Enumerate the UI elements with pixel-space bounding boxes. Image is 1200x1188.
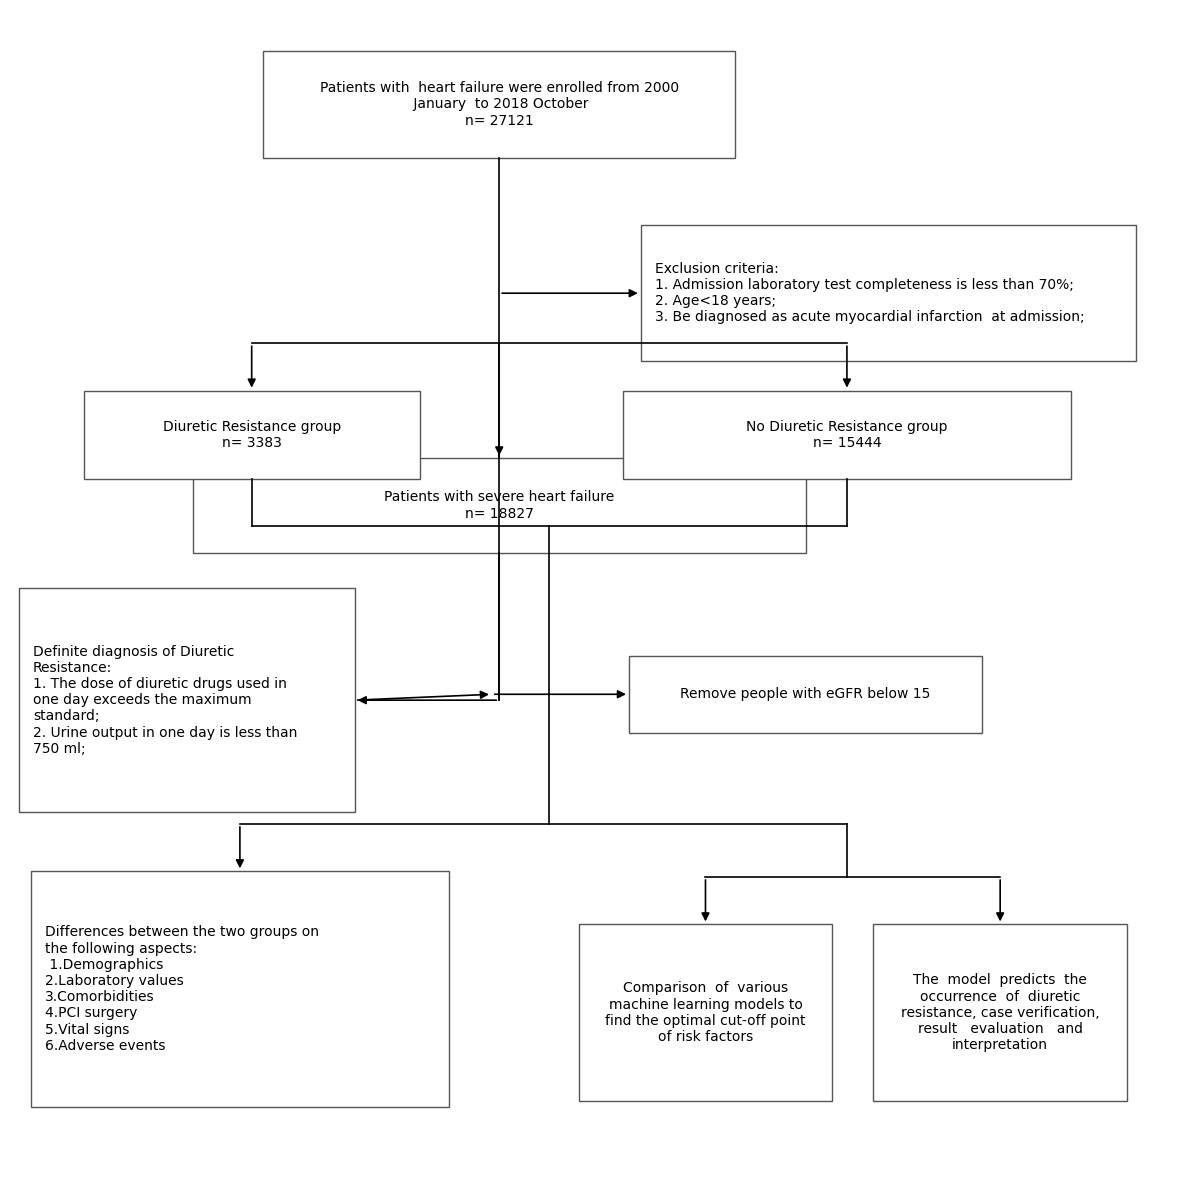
FancyBboxPatch shape bbox=[641, 226, 1135, 361]
Text: Exclusion criteria:
1. Admission laboratory test completeness is less than 70%;
: Exclusion criteria: 1. Admission laborat… bbox=[655, 261, 1085, 324]
FancyBboxPatch shape bbox=[629, 656, 983, 733]
FancyBboxPatch shape bbox=[193, 459, 805, 552]
FancyBboxPatch shape bbox=[31, 871, 449, 1107]
Text: Patients with severe heart failure
n= 18827: Patients with severe heart failure n= 18… bbox=[384, 491, 614, 520]
FancyBboxPatch shape bbox=[84, 391, 420, 479]
Text: Patients with  heart failure were enrolled from 2000
 January  to 2018 October
n: Patients with heart failure were enrolle… bbox=[319, 81, 679, 127]
Text: Remove people with eGFR below 15: Remove people with eGFR below 15 bbox=[680, 688, 931, 701]
Text: Differences between the two groups on
the following aspects:
 1.Demographics
2.L: Differences between the two groups on th… bbox=[44, 925, 319, 1053]
FancyBboxPatch shape bbox=[874, 924, 1127, 1101]
Text: Definite diagnosis of Diuretic
Resistance:
1. The dose of diuretic drugs used in: Definite diagnosis of Diuretic Resistanc… bbox=[34, 645, 298, 756]
Text: No Diuretic Resistance group
n= 15444: No Diuretic Resistance group n= 15444 bbox=[746, 419, 948, 450]
FancyBboxPatch shape bbox=[578, 924, 832, 1101]
FancyBboxPatch shape bbox=[19, 588, 355, 813]
Text: The  model  predicts  the
occurrence  of  diuretic
resistance, case verification: The model predicts the occurrence of diu… bbox=[901, 973, 1099, 1053]
FancyBboxPatch shape bbox=[623, 391, 1070, 479]
Text: Comparison  of  various
machine learning models to
find the optimal cut-off poin: Comparison of various machine learning m… bbox=[605, 981, 805, 1044]
Text: Diuretic Resistance group
n= 3383: Diuretic Resistance group n= 3383 bbox=[162, 419, 341, 450]
FancyBboxPatch shape bbox=[264, 51, 734, 158]
